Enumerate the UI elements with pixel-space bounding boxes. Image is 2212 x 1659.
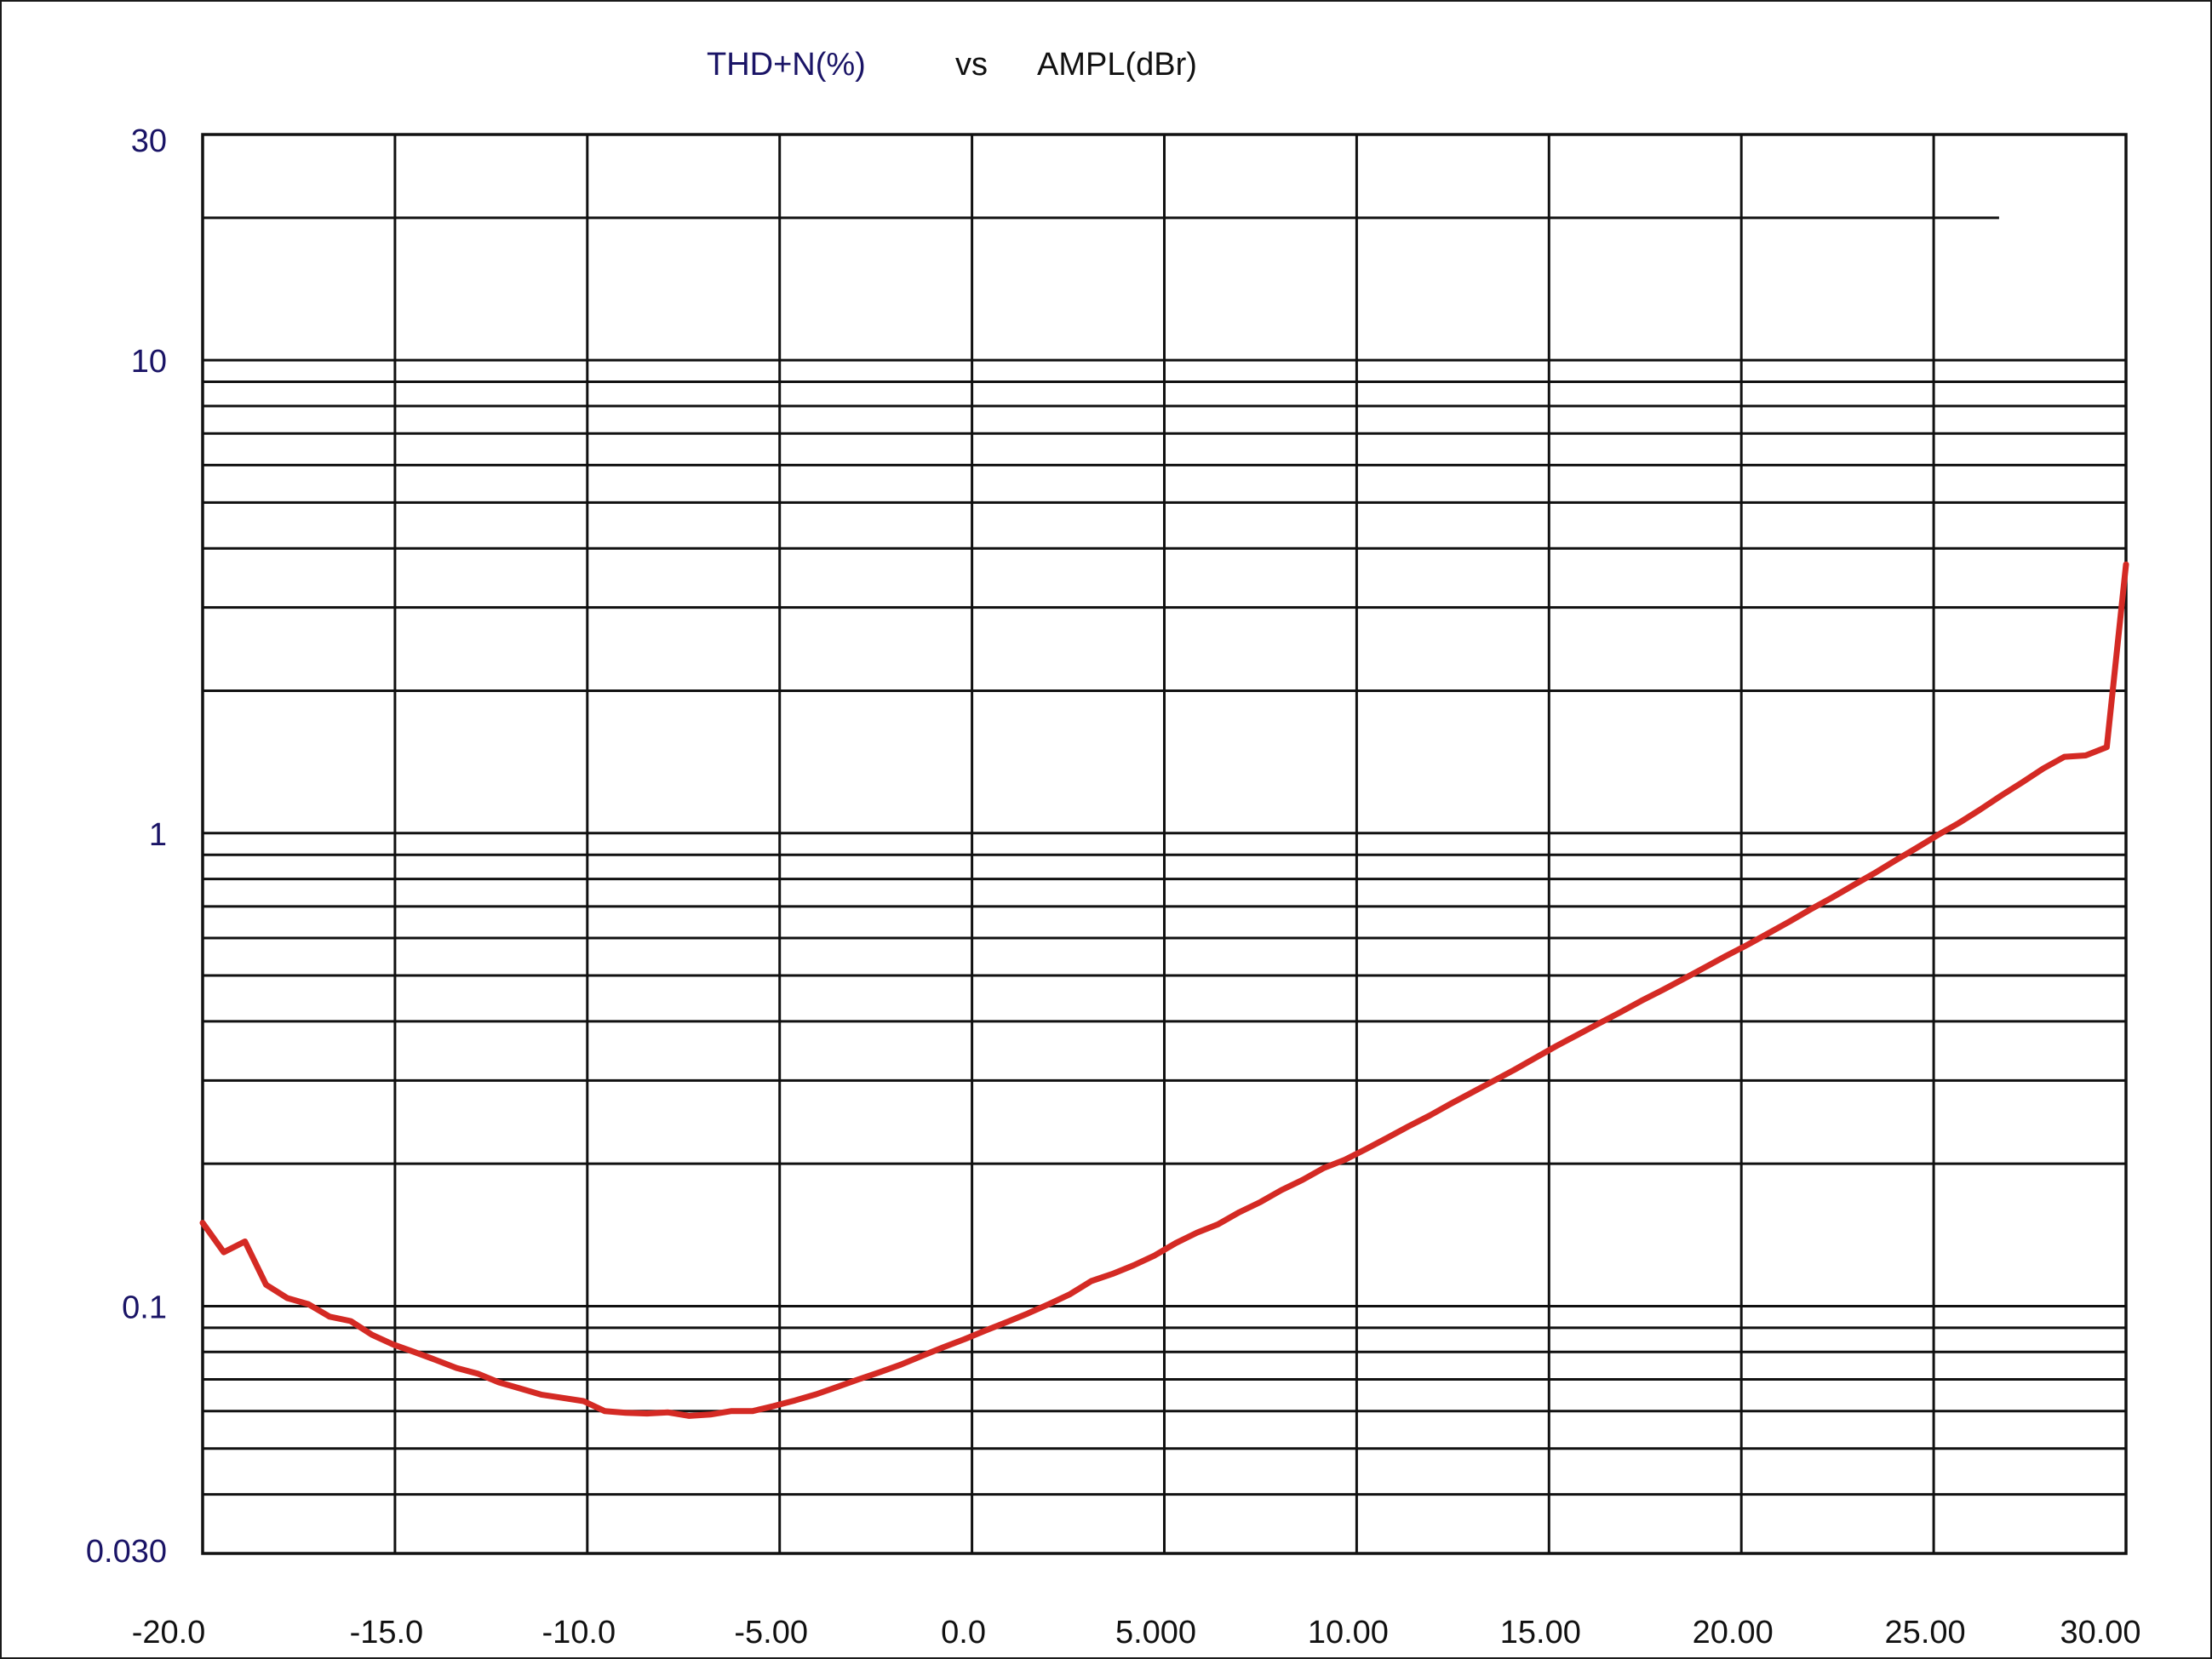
- x-tick-label: 25.00: [1885, 1615, 1966, 1650]
- x-tick-label: -5.00: [734, 1615, 808, 1650]
- y-tick-label: 1: [149, 817, 167, 853]
- y-tick-label: 0.030: [86, 1534, 167, 1570]
- x-tick-label: 10.00: [1308, 1615, 1389, 1650]
- x-tick-label: 30.00: [2060, 1615, 2140, 1650]
- title-part-1: THD+N(%): [707, 47, 866, 83]
- x-tick-labels: -20.0 -15.0 -10.0 -5.00 0.0 5.000 10.00 15.00 20…: [132, 1615, 2141, 1650]
- series-line-1: [199, 561, 2129, 1419]
- x-tick-label: 15.00: [1500, 1615, 1581, 1650]
- title-part-3: AMPL(dBr): [1037, 47, 1197, 83]
- series-group: [199, 561, 2129, 1419]
- plot-area-border: [201, 133, 2128, 1555]
- x-tick-label: 5.000: [1115, 1615, 1196, 1650]
- x-tick-label: 0.0: [941, 1615, 986, 1650]
- y-tick-labels: 30 10 1 0.1 0.030: [86, 123, 167, 1570]
- y-tick-label: 30: [131, 123, 167, 159]
- x-tick-label: -10.0: [542, 1615, 616, 1650]
- y-tick-label: 10: [131, 344, 167, 380]
- chart-title: THD+N(%) vs AMPL(dBr): [707, 47, 1197, 83]
- x-tick-label: 20.00: [1693, 1615, 1774, 1650]
- y-tick-label: 0.1: [122, 1290, 167, 1325]
- vertical-grid: [201, 134, 2128, 1553]
- x-tick-label: -20.0: [132, 1615, 206, 1650]
- x-tick-label: -15.0: [350, 1615, 424, 1650]
- plot-border: [201, 133, 2128, 1555]
- title-part-2: vs: [955, 47, 988, 83]
